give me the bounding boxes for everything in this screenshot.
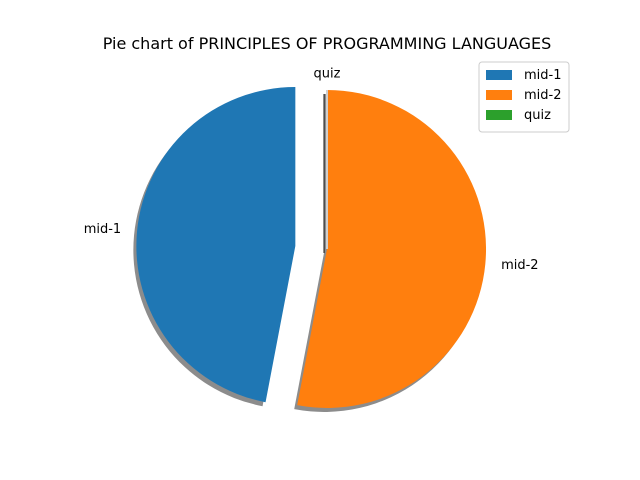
- slice-label-quiz: quiz: [314, 67, 341, 82]
- slice-labels: mid-1 mid-2 quiz: [84, 67, 539, 273]
- chart-title: Pie chart of PRINCIPLES OF PROGRAMMING L…: [103, 34, 552, 53]
- legend-swatch-quiz: [486, 110, 512, 120]
- legend-label-mid-2: mid-2: [524, 88, 562, 103]
- pie-slices: [136, 87, 487, 408]
- legend-swatch-mid-2: [486, 90, 512, 100]
- slice-label-mid-1: mid-1: [84, 222, 122, 237]
- legend: mid-1 mid-2 quiz: [478, 61, 570, 133]
- legend-label-quiz: quiz: [524, 108, 551, 123]
- slice-label-mid-2: mid-2: [501, 258, 538, 273]
- legend-swatch-mid-1: [486, 70, 512, 80]
- pie-slice-mid-2: [297, 90, 487, 408]
- pie-slice-mid-1: [136, 87, 296, 403]
- legend-label-mid-1: mid-1: [524, 68, 562, 83]
- legend-entries: mid-1 mid-2 quiz: [486, 68, 562, 123]
